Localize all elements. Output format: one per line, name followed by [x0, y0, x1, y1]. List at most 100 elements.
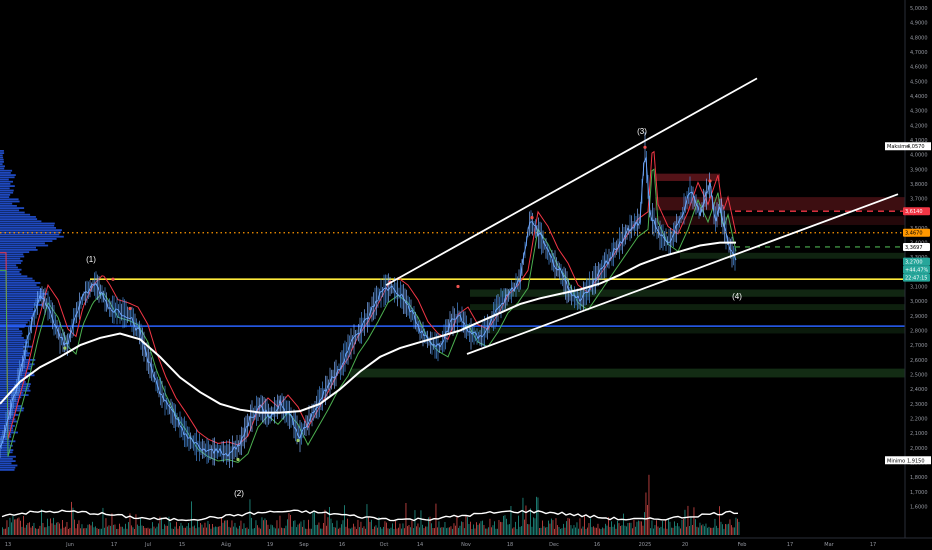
- volume-bar: [359, 527, 360, 535]
- time-axis[interactable]: 13 Jun 17 Jul 15 Aŭg 19 Sep 16 Oct 14 Nov 18 Dec 16 202…: [0, 537, 932, 548]
- volume-bar: [230, 527, 231, 535]
- volume-bar: [476, 522, 477, 535]
- volume-bar: [666, 528, 668, 535]
- volume-profile-row: [0, 257, 21, 260]
- volume-bar: [170, 522, 171, 535]
- volume-bar: [158, 523, 159, 535]
- volume-bar: [314, 512, 315, 535]
- volume-bar: [267, 524, 269, 535]
- volume-profile-row: [0, 315, 34, 317]
- volume-profile-row: [0, 286, 40, 289]
- volume-bar: [197, 520, 198, 535]
- volume-bar: [114, 524, 116, 535]
- volume-bar: [57, 522, 59, 535]
- volume-bar: [213, 527, 215, 535]
- volume-bar: [684, 509, 686, 535]
- price-tick-label: 3,1000: [910, 285, 928, 291]
- time-tick-label: 20: [682, 542, 688, 548]
- volume-bar: [372, 529, 374, 535]
- volume-profile-row: [0, 156, 4, 159]
- volume-bar: [243, 523, 245, 535]
- price-tick-label: 2,0000: [910, 446, 928, 452]
- volume-bar: [23, 516, 24, 535]
- volume-bar: [683, 519, 684, 535]
- volume-bar: [210, 528, 212, 535]
- volume-bar: [90, 525, 92, 535]
- volume-bar: [633, 519, 635, 535]
- volume-bar: [212, 524, 213, 535]
- volume-bar: [495, 528, 497, 535]
- volume-bar: [290, 515, 291, 535]
- volume-bar: [453, 523, 455, 535]
- volume-bar: [672, 527, 674, 535]
- volume-bar: [524, 519, 525, 535]
- volume-profile-row: [0, 200, 20, 203]
- volume-profile-row: [0, 240, 53, 242]
- price-tick-label: 1,8000: [910, 475, 928, 481]
- price-zone: [470, 327, 905, 334]
- wave-labels: (1) (2) (3) (4): [86, 127, 742, 498]
- volume-bar: [465, 515, 467, 535]
- volume-bar: [614, 524, 615, 535]
- volume-bar: [122, 526, 123, 535]
- volume-bar: [156, 526, 158, 535]
- volume-bar: [15, 519, 17, 535]
- volume-bar: [83, 528, 84, 535]
- volume-bar: [725, 524, 726, 535]
- volume-bar: [485, 528, 486, 535]
- volume-bar: [179, 526, 180, 535]
- price-zone: [655, 173, 720, 181]
- volume-bar: [107, 526, 108, 535]
- volume-bar: [720, 521, 722, 535]
- volume-bar: [132, 527, 134, 535]
- volume-bar: [224, 520, 225, 535]
- volume-bar: [327, 517, 329, 535]
- volume-profile-row: [0, 429, 14, 432]
- swing-marker: [456, 284, 460, 289]
- volume-bar: [332, 523, 333, 535]
- volume-bar: [98, 529, 99, 535]
- time-tick-label: Nov: [461, 542, 471, 548]
- volume-bar: [492, 525, 494, 535]
- volume-profile-row: [0, 444, 13, 447]
- volume-bar: [264, 518, 266, 535]
- volume-bar: [674, 521, 675, 535]
- volume-bar: [183, 527, 185, 535]
- volume-bar: [281, 527, 282, 535]
- volume-bar: [153, 526, 155, 535]
- volume-bar: [297, 524, 299, 535]
- volume-bar: [93, 527, 95, 535]
- volume-bar: [248, 528, 249, 535]
- volume-bar: [516, 529, 518, 535]
- volume-profile-row: [0, 238, 57, 240]
- volume-bar: [729, 519, 731, 535]
- volume-bar: [425, 526, 426, 535]
- volume-bar: [446, 528, 447, 535]
- volume-profile-row: [0, 416, 14, 418]
- price-tick-label: 4,9000: [910, 21, 928, 27]
- volume-bar: [570, 525, 572, 535]
- volume-bar: [81, 524, 83, 535]
- price-line: [0, 156, 737, 458]
- trend-channel[interactable]: [385, 77, 899, 355]
- volume-bar: [608, 517, 609, 535]
- price-tick-label: 2,4000: [910, 387, 928, 393]
- volume-bar: [219, 526, 221, 535]
- price-tick-label: 2,6000: [910, 358, 928, 364]
- volume-bar: [324, 509, 326, 535]
- volume-bar: [305, 528, 306, 535]
- volume-bar: [575, 527, 576, 535]
- volume-bar: [656, 520, 657, 535]
- price-tick-label: 3,8000: [910, 182, 928, 188]
- volume-bar: [102, 507, 104, 535]
- volume-bar: [399, 523, 401, 535]
- volume-bar: [104, 527, 105, 535]
- last-price-tag-bg: [903, 257, 930, 266]
- volume-profile-row: [0, 180, 13, 183]
- volume-bar: [438, 521, 440, 535]
- volume-bar: [539, 528, 540, 535]
- volume-bar: [204, 522, 206, 535]
- volume-bar: [603, 528, 605, 535]
- volume-bar: [396, 528, 398, 535]
